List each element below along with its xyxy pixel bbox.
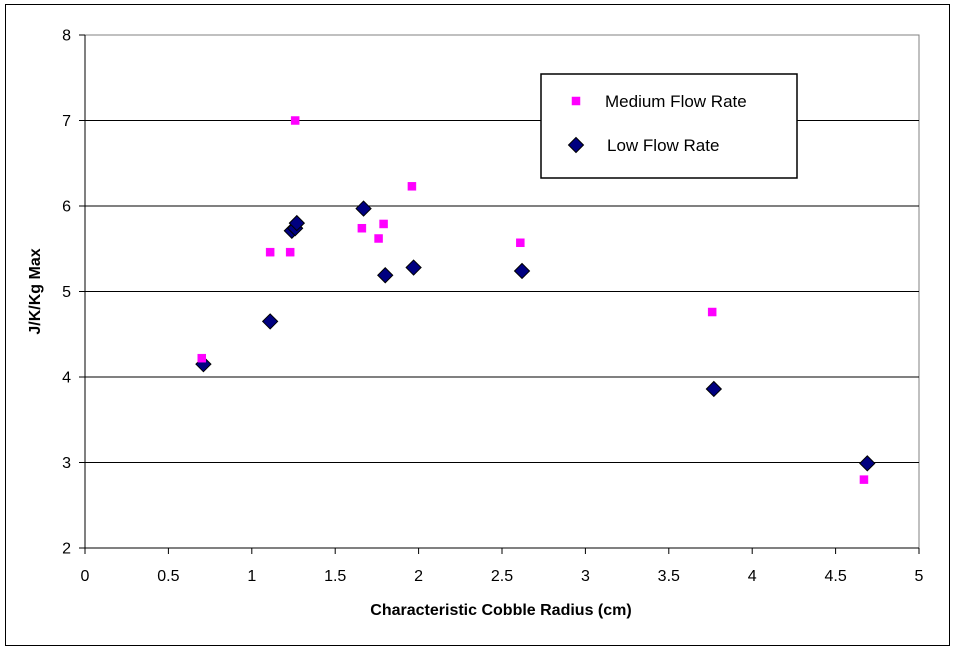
low-flow-point [288,214,306,232]
low-flow-point [377,267,394,284]
x-tick-label: 0 [81,568,90,585]
legend-box [540,73,798,179]
legend-label: Medium Flow Rate [605,92,747,111]
x-tick-label: 3 [581,568,590,585]
medium-flow-point [707,307,717,317]
y-tick-label: 8 [62,28,71,45]
x-tick-label: 0.5 [157,568,179,585]
y-tick-label: 6 [62,199,71,216]
axes: 2 3 4 5 6 7 8 0 0.5 1 1.5 2 2.5 3 3.5 4 4.5 5 [62,28,923,586]
medium-flow-point [285,247,295,257]
low-flow-point [705,380,723,398]
medium-flow-point [516,238,525,248]
legend-marker-medium [571,96,581,106]
x-tick-label: 3.5 [658,568,680,585]
medium-flow-point [357,223,367,233]
medium-flow-point [379,219,388,229]
low-flow-point [859,455,876,472]
medium-flow-point [197,353,207,363]
y-tick-label: 5 [62,284,71,301]
y-tick-label: 2 [62,541,71,558]
x-tick-label: 2 [414,568,423,585]
low-flow-point [261,313,279,330]
x-tick-label: 5 [915,568,924,585]
low-flow-point [355,200,372,217]
y-tick-label: 4 [62,370,71,387]
legend: Medium Flow Rate Low Flow Rate [540,73,798,179]
medium-flow-point [265,247,275,257]
y-axis-label: J/K/Kg Max [27,248,44,334]
x-tick-label: 1.5 [324,568,346,585]
x-tick-label: 4.5 [824,568,846,585]
y-tick-label: 7 [62,113,71,130]
series-medium-flow-rate [197,116,869,484]
legend-marker-low [567,136,585,154]
x-axis-label: Characteristic Cobble Radius (cm) [370,602,631,619]
medium-flow-point [859,475,869,484]
y-tick-label: 3 [62,455,71,472]
medium-flow-point [407,182,417,191]
x-tick-label: 1 [247,568,256,585]
low-flow-point [513,262,531,280]
medium-flow-point [374,234,383,243]
x-tick-label: 2.5 [491,568,513,585]
data-points [195,116,876,484]
x-tick-label: 4 [748,568,757,585]
legend-label: Low Flow Rate [607,136,719,155]
low-flow-point [405,259,422,276]
medium-flow-point [290,116,300,125]
